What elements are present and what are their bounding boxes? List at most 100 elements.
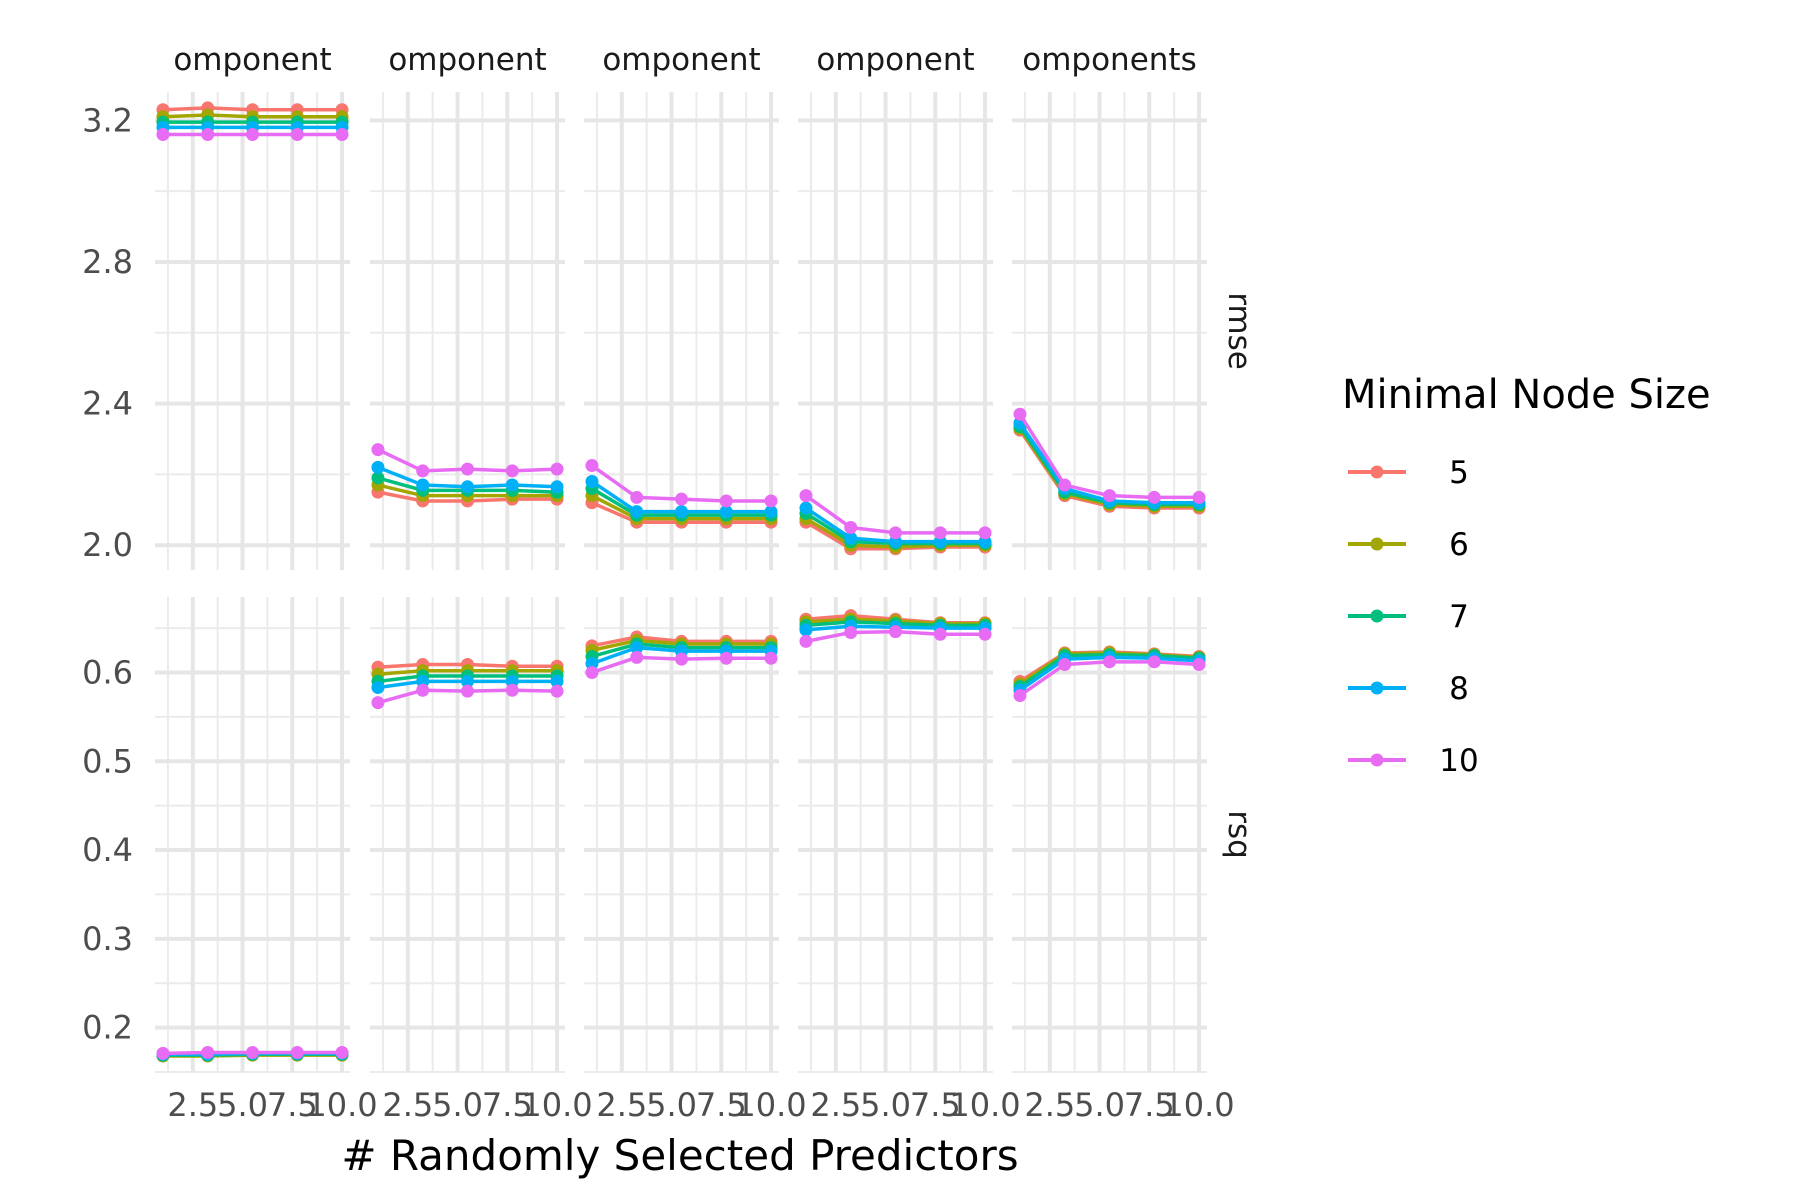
legend: Minimal Node Size 5 6 7 8 10 [1342,372,1711,779]
y-tick-label: 0.6 [82,653,133,691]
x-tick-label: 10.0 [1163,1086,1234,1124]
x-tick-label: 7.5 [910,1086,961,1124]
legend-key-point [1370,609,1384,623]
data-point-node-10 [933,627,947,641]
data-point-node-10 [719,651,733,665]
data-point-node-10 [1058,478,1072,492]
data-point-node-10 [719,494,733,508]
data-point-node-10 [1103,489,1116,503]
x-tick-label: 10.0 [735,1086,806,1124]
data-point-node-10 [978,526,992,540]
data-point-node-10 [550,462,564,476]
data-point-node-8 [461,480,474,494]
data-point-node-10 [290,127,304,141]
x-tick-label: 2.5 [382,1086,433,1124]
data-point-node-10 [416,683,430,697]
facet-row-labels: rmse rsq [1221,292,1257,859]
series-line-node-10 [1018,413,1200,500]
data-point-node-10 [1013,689,1027,703]
x-axis-labels: 2.55.07.510.0 2.55.07.510.0 2.55.07.510.0 2… [167,1086,1234,1124]
data-point-node-10 [335,1045,349,1059]
y-tick-label: 0.3 [82,920,133,958]
data-point-node-10 [844,626,858,640]
data-point-node-7 [371,471,385,485]
data-point-node-10 [799,634,813,648]
x-tick-label: 5.0 [646,1086,697,1124]
y-tick-label: 2.8 [82,243,133,281]
y-tick-label: 0.4 [82,831,133,869]
data-point-node-10 [630,650,644,664]
data-point-node-10 [1058,657,1072,671]
data-point-node-10 [764,651,778,665]
x-tick-label: 7.5 [1124,1086,1175,1124]
data-point-node-8 [461,674,474,688]
data-point-node-10 [585,459,599,473]
x-tick-label: 5.0 [217,1086,268,1124]
data-point-node-10 [246,1045,259,1059]
facet-column-label: omponent [388,42,546,78]
x-tick-label: 2.5 [1024,1086,1075,1124]
x-axis-title: # Randomly Selected Predictors [341,1131,1018,1180]
y-tick-label: 0.2 [82,1009,133,1047]
data-point-node-8 [550,480,564,494]
legend-key-point [1370,465,1384,479]
data-point-node-8 [799,501,813,515]
legend-label: 10 [1439,743,1478,779]
data-point-node-8 [416,478,430,492]
legend-label: 6 [1449,527,1469,563]
data-point-node-8 [844,531,858,545]
data-point-node-10 [290,1045,304,1059]
data-point-node-10 [246,127,259,141]
data-point-node-8 [799,623,813,637]
data-point-node-10 [933,526,947,540]
legend-label: 8 [1449,671,1469,707]
x-tick-label: 10.0 [306,1086,377,1124]
data-point-node-8 [505,478,519,492]
legend-key-point [1370,537,1384,551]
data-point-node-10 [889,625,902,639]
data-point-node-8 [675,505,688,519]
data-point-node-10 [764,494,778,508]
data-point-node-8 [630,505,644,519]
data-point-node-10 [156,1046,170,1060]
data-point-node-10 [1192,490,1206,504]
data-point-node-10 [889,526,902,540]
data-point-node-10 [371,696,385,710]
facet-row-label-rsq: rsq [1221,810,1257,859]
data-point-node-10 [550,684,564,698]
y-tick-label: 0.5 [82,742,133,780]
facet-strips: omponent omponent omponent omponent omponent… [173,42,1196,78]
y-tick-label: 2.4 [82,385,133,423]
x-tick-label: 5.0 [432,1086,483,1124]
data-point-node-10 [1192,657,1206,671]
data-point-node-10 [1147,490,1161,504]
x-tick-label: 7.5 [696,1086,747,1124]
data-point-node-10 [335,127,349,141]
data-point-node-10 [505,464,519,478]
data-point-node-10 [505,683,519,697]
data-point-node-10 [416,464,430,478]
grid-layer [155,92,1207,1073]
data-point-node-10 [1103,655,1116,669]
legend-label: 7 [1449,599,1469,635]
x-tick-label: 2.5 [167,1086,218,1124]
data-point-node-8 [371,460,385,474]
facet-column-label: omponent [173,42,331,78]
facet-column-label: omponent [816,42,974,78]
legend-key-point [1370,753,1384,767]
facet-column-label: omponent [602,42,760,78]
facet-row-label-rmse: rmse [1221,292,1257,370]
data-point-node-10 [585,665,599,679]
data-point-node-10 [156,127,170,141]
y-tick-label: 3.2 [82,101,133,139]
data-point-node-8 [550,674,564,688]
y-axis-labels: 2.0 2.4 2.8 3.2 0.2 0.3 0.4 0.5 0.6 [82,101,133,1046]
x-tick-label: 2.5 [596,1086,647,1124]
x-tick-label: 5.0 [1074,1086,1125,1124]
x-tick-label: 7.5 [482,1086,533,1124]
x-tick-label: 10.0 [521,1086,592,1124]
y-tick-label: 2.0 [82,526,133,564]
data-point-node-8 [719,505,733,519]
